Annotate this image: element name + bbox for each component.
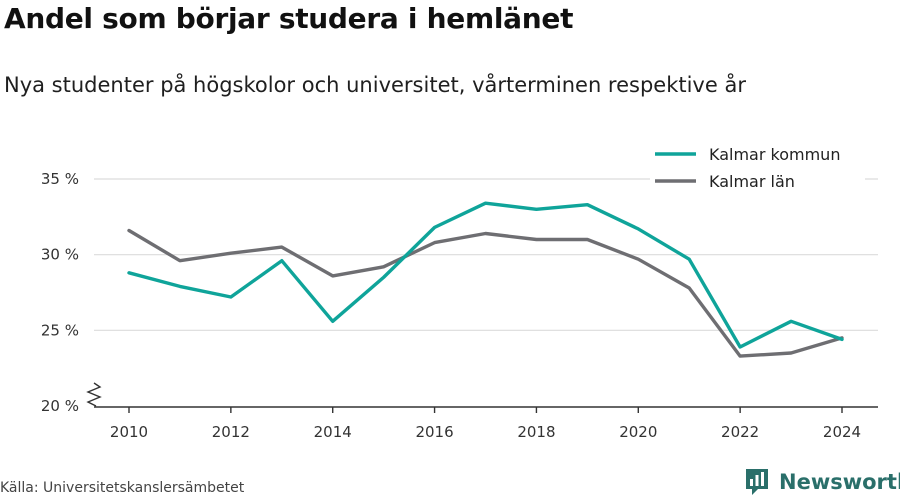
axis-break-mark [86,382,102,407]
x-tick-label: 2022 [721,423,759,441]
x-tick-label: 2010 [110,423,148,441]
legend: Kalmar kommun Kalmar län [650,142,865,193]
brand-name: Newsworthy [779,470,900,494]
y-tick-label: 30 % [41,246,79,264]
axes: 20 % 25 % 30 % 35 % 2010 2012 2014 2016 2018 2020… [41,170,878,441]
brand-logo: Newsworthy [744,466,900,498]
x-tick-label: 2024 [823,423,861,441]
series-lines [127,201,844,358]
chart-subtitle: Nya studenter på högskolor och universit… [4,73,746,97]
line-chart: 20 % 25 % 30 % 35 % 2010 2012 2014 2016 2018 2020… [40,142,878,441]
legend-label: Kalmar kommun [709,145,840,164]
x-tick-label: 2016 [415,423,453,441]
source-note: Källa: Universitetskanslersämbetet [0,480,245,496]
x-tick-label: 2020 [619,423,657,441]
series-line-kalmar-kommun [127,201,844,349]
x-tick-label: 2014 [314,423,352,441]
x-tick-label: 2018 [517,423,555,441]
x-tick-label: 2012 [212,423,250,441]
y-tick-label: 20 % [41,397,79,415]
legend-label: Kalmar län [709,172,795,191]
series-line-kalmar-lan [127,228,844,358]
y-tick-label: 25 % [41,321,79,339]
newsworthy-logo-icon [746,469,768,495]
y-tick-label: 35 % [41,170,79,188]
chart-title: Andel som börjar studera i hemlänet [4,2,574,35]
